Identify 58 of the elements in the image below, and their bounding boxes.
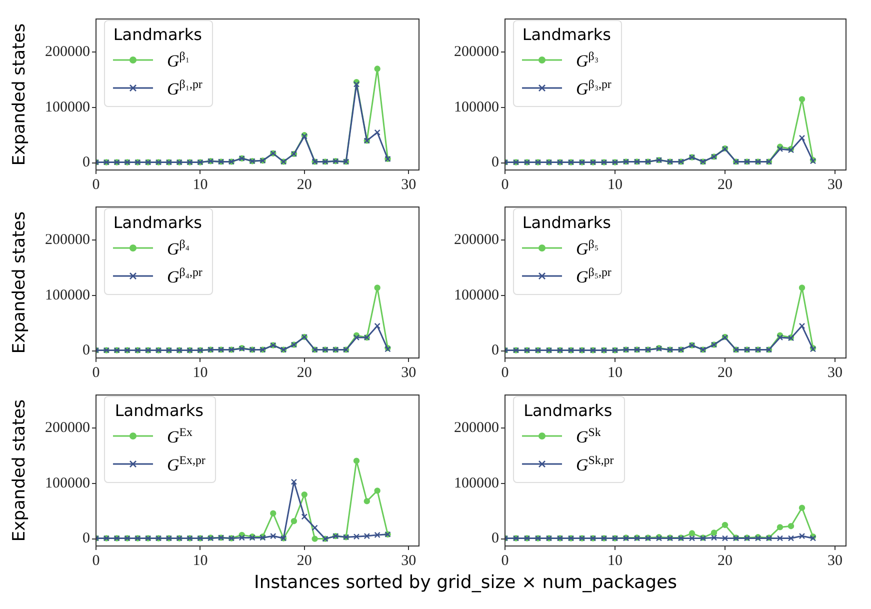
y-tick-label: 0 [492,342,499,359]
legend-label: G$^{β₄,pr}$ [167,264,202,288]
legend-title: Landmarks [522,401,614,420]
y-tick-label: 100000 [45,475,90,492]
legend-label: G$^{β₄}$ [167,236,190,260]
x-tick-label: 20 [718,552,732,569]
y-tick-label: 200000 [45,44,90,60]
y-tick-label: 200000 [45,232,90,248]
y-axis-title: Expanded states [10,23,30,166]
x-tick-label: 10 [608,364,622,381]
legend-label: G$^{β₁}$ [167,48,190,72]
legend-label: G$^{β₁,pr}$ [167,76,202,100]
legend-title: Landmarks [113,213,202,232]
y-tick-label: 0 [82,530,90,547]
y-tick-label: 0 [492,530,499,547]
x-tick-label: 10 [608,176,622,193]
x-tick-label: 20 [296,364,312,381]
legend-title: Landmarks [522,213,612,232]
legend-title: Landmarks [113,25,202,44]
legend-title: Landmarks [522,25,612,44]
y-tick-label: 100000 [45,99,90,116]
x-tick-label: 30 [401,364,416,381]
x-tick-label: 30 [828,552,842,569]
y-tick-label: 200000 [454,44,499,60]
y-tick-label: 100000 [454,475,499,492]
y-tick-label: 200000 [454,420,499,436]
x-tick-label: 30 [401,552,416,569]
y-tick-label: 0 [492,154,499,171]
y-tick-label: 200000 [45,420,90,436]
x-tick-label: 10 [192,552,208,569]
x-axis-title: Instances sorted by grid_size × num_packages [253,572,678,593]
x-tick-label: 10 [192,364,208,381]
x-tick-label: 20 [718,364,732,381]
legend-title: Landmarks [114,401,204,420]
x-tick-label: 30 [828,176,842,193]
legend-label: G$^{β₅,pr}$ [576,264,612,288]
x-tick-label: 20 [718,176,732,193]
y-tick-label: 0 [82,342,90,359]
legend-label: G$^{β₃}$ [576,48,598,72]
legend-label: G$^{β₅}$ [576,236,598,260]
y-tick-label: 0 [82,154,90,171]
y-tick-label: 200000 [454,232,499,248]
legend-label: G$^{Ex}$ [167,424,192,448]
legend-label: G$^{Sk}$ [576,424,601,448]
x-tick-label: 30 [401,176,416,193]
y-tick-label: 100000 [454,287,499,304]
x-tick-label: 20 [296,176,312,193]
x-tick-label: 10 [192,176,208,193]
x-tick-label: 20 [296,552,312,569]
y-axis-title: Expanded states [10,211,30,354]
y-axis-title: Expanded states [10,399,30,542]
legend-label: G$^{Sk,pr}$ [576,452,614,476]
x-tick-label: 30 [828,364,842,381]
legend-label: G$^{β₃,pr}$ [576,76,612,100]
x-tick-label: 10 [608,552,622,569]
y-tick-label: 100000 [454,99,499,116]
y-tick-label: 100000 [45,287,90,304]
legend-label: G$^{Ex,pr}$ [167,452,206,476]
